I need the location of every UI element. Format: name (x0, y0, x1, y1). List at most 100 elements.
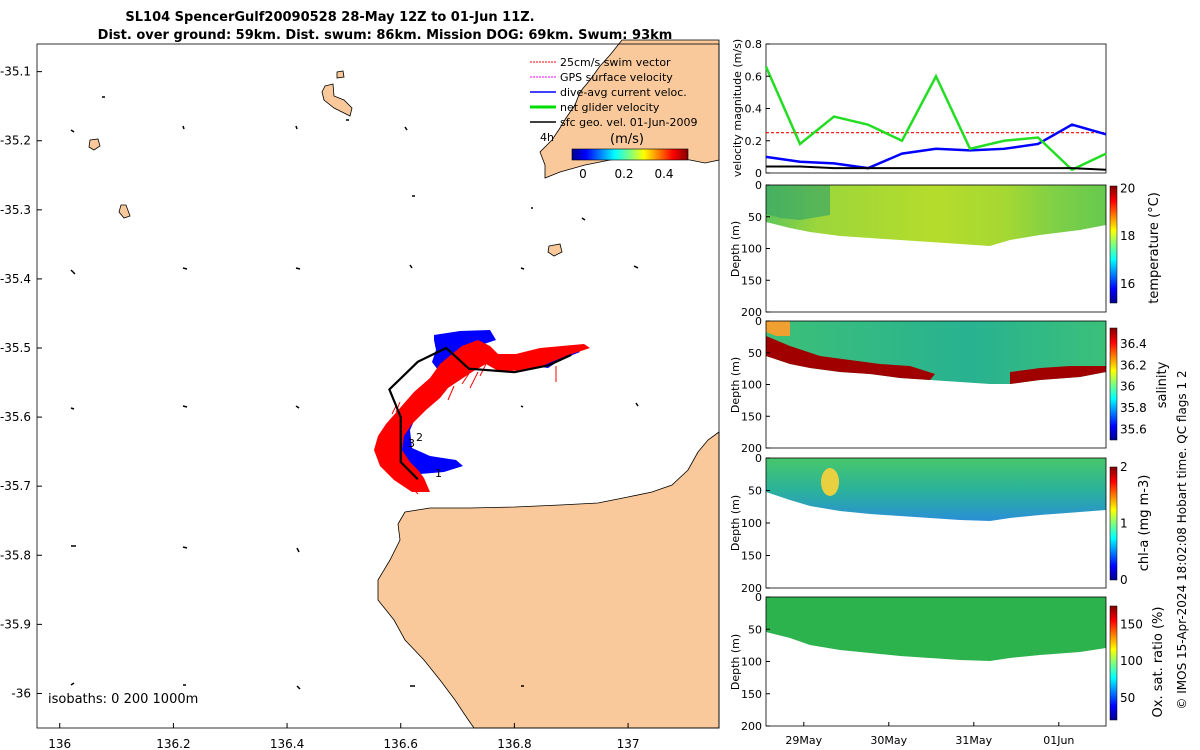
track-label-3: 3 (408, 437, 415, 450)
map-ytick-label: -35.8 (0, 548, 31, 562)
map-colorbar (571, 148, 689, 161)
cbar-tick-label: 36 (1120, 380, 1135, 394)
cbar-tick-label: 100 (1120, 654, 1143, 668)
map-ytick-label: -35.2 (0, 134, 31, 148)
cbar-tick-label: 36.2 (1120, 358, 1147, 372)
velocity-ticks: 0 0.2 0.4 0.6 0.8 (745, 38, 770, 180)
map-ticks: 136 136.2 136.4 136.6 136.8 137 -35.1 -35.2 -35.… (0, 65, 640, 750)
section-ytick-label: 50 (748, 211, 762, 224)
cbar-tick-label: 16 (1120, 277, 1135, 291)
oxygen-cbar-label: Ox. sat. ratio (%) (1151, 607, 1166, 718)
map-xtick-label: 136.2 (156, 737, 190, 750)
map-xtick-label: 137 (617, 737, 640, 750)
oxygen-section (765, 596, 1118, 727)
velocity-ytick-label: 0.4 (745, 103, 763, 116)
map-xtick-label: 136.6 (384, 737, 418, 750)
time-tick-label: 30May (870, 734, 907, 747)
legend-sfc: sfc geo. vel. 01-Jun-2009 (560, 116, 697, 129)
section-ytick-label: 150 (741, 410, 762, 423)
swim-vector-swath (374, 340, 590, 492)
salinity-cbar-label: salinity (1155, 361, 1170, 408)
cbar-tick-label: 0 (1120, 573, 1128, 587)
section-ytick-label: 100 (741, 243, 762, 256)
footer-copyright: © IMOS 15-Apr-2024 18:02:08 Hobart time.… (1175, 370, 1189, 709)
temperature-section (765, 184, 1118, 313)
map-legend: 25cm/s swim vector GPS surface velocity … (530, 56, 697, 181)
cbar-tick-label: 1 (1120, 517, 1128, 531)
section-ytick-label: 50 (748, 485, 762, 498)
track-label-2: 2 (416, 431, 423, 444)
swim-vector-barbs (391, 357, 557, 495)
cbar-tick-label: 50 (1120, 691, 1135, 705)
velocity-axes (765, 43, 1107, 174)
section-ytick-label: 200 (741, 306, 762, 319)
colorbar-title: (m/s) (610, 132, 644, 147)
oxygen-ylabel: Depth (m) (729, 634, 742, 690)
mainland-land (377, 431, 720, 729)
section-ytick-label: 200 (741, 442, 762, 455)
track-label-4h: 4h (540, 131, 554, 144)
island-small-3 (547, 243, 563, 257)
section-ytick-label: 100 (741, 656, 762, 669)
island-small-2 (118, 204, 131, 219)
cbar-tick-label: 36.4 (1120, 337, 1147, 351)
title-line-1: SL104 SpencerGulf20090528 28-May 12Z to … (125, 10, 534, 25)
velocity-series-net-glider-velocity (764, 66, 1107, 172)
velocity-series (764, 66, 1107, 172)
legend-dive: dive-avg current veloc. (560, 86, 687, 99)
chlorophyll-field (766, 458, 1106, 521)
chlorophyll-cbar-label: chl-a (mg m-3) (1137, 475, 1152, 572)
section-ytick-label: 100 (741, 517, 762, 530)
velocity-series-dive-avg-current-veloc- (765, 123, 1107, 170)
temperature-ylabel: Depth (m) (729, 221, 742, 277)
cbar-tick-label: 20 (1120, 181, 1135, 195)
cbar-tick-label: 150 (1120, 617, 1143, 631)
map-ytick-label: -35.4 (0, 272, 31, 286)
time-tick-label: 01Jun (1043, 734, 1074, 747)
cbar-tick-label: 18 (1120, 229, 1135, 243)
salinity-orange-top (766, 321, 790, 336)
section-ytick-label: 0 (755, 591, 762, 604)
legend-gps: GPS surface velocity (560, 71, 673, 84)
chlorophyll-section (765, 457, 1118, 589)
salinity-ylabel: Depth (m) (729, 357, 742, 413)
velocity-ytick-label: 0 (755, 167, 762, 180)
title-line-2: Dist. over ground: 59km. Dist. swum: 86k… (98, 28, 673, 43)
oxygen-colorbar (1109, 605, 1118, 721)
velocity-panel: 0 0.2 0.4 0.6 0.8 velocity magnitude (m/s) (731, 38, 1107, 180)
velocity-ytick-label: 0.6 (745, 70, 763, 83)
map-ytick-label: -35.7 (0, 479, 31, 493)
track-label-1: 1 (435, 467, 442, 480)
salinity-section (765, 320, 1118, 449)
map-ytick-label: -35.1 (0, 65, 31, 79)
map-xtick-label: 136 (48, 737, 71, 750)
velocity-ytick-label: 0.2 (745, 135, 763, 148)
map-ytick-label: -35.5 (0, 341, 31, 355)
salinity-high-right (1010, 366, 1106, 384)
section-ytick-label: 0 (755, 452, 762, 465)
temperature-field (766, 185, 1106, 246)
cbar-tick-label: 2 (1120, 460, 1128, 474)
legend-swim: 25cm/s swim vector (560, 56, 671, 69)
map-axes (36, 43, 720, 729)
section-ytick-label: 150 (741, 274, 762, 287)
cbar-tick-label: 35.8 (1120, 401, 1147, 415)
time-tick-label: 29May (785, 734, 822, 747)
velocity-ylabel: velocity magnitude (m/s) (731, 39, 744, 177)
colorbar-tick-0.2: 0.2 (614, 167, 633, 181)
map-xtick-label: 136.8 (497, 737, 531, 750)
section-ytick-label: 50 (748, 347, 762, 360)
map-ytick-label: -36 (11, 686, 31, 700)
isobaths-label: isobaths: 0 200 1000m (48, 692, 198, 707)
chlorophyll-high-patch (821, 468, 839, 496)
legend-net: net glider velocity (560, 101, 660, 114)
section-ytick-label: 0 (755, 315, 762, 328)
map-xtick-label: 136.4 (270, 737, 304, 750)
velocity-ytick-label: 0.8 (745, 38, 763, 51)
salinity-colorbar (1109, 327, 1118, 441)
section-ytick-label: 200 (741, 582, 762, 595)
section-ytick-label: 0 (755, 179, 762, 192)
section-ytick-label: 200 (741, 720, 762, 733)
section-ytick-label: 100 (741, 379, 762, 392)
